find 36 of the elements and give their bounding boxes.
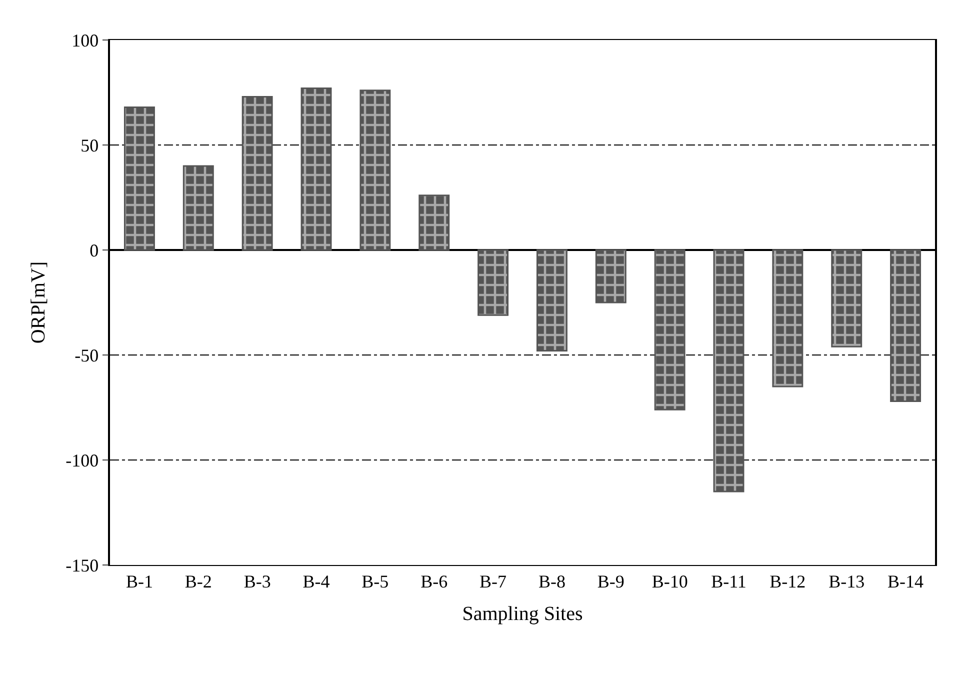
x-tick-label: B-2: [184, 572, 212, 592]
bar: [182, 165, 214, 251]
bar: [536, 249, 568, 352]
x-tick-label: B-11: [711, 572, 746, 592]
x-tick-label: B-4: [302, 572, 330, 592]
x-tick-label: B-5: [362, 572, 389, 592]
bar: [890, 249, 922, 402]
bar: [418, 194, 450, 251]
y-tick-label: 100: [72, 30, 99, 50]
x-tick-label: B-14: [888, 572, 924, 592]
y-tick-label: -150: [66, 555, 99, 576]
bar: [831, 249, 862, 348]
x-tick-label: B-10: [652, 572, 688, 592]
bar: [772, 249, 804, 388]
x-axis-title: Sampling Sites: [462, 603, 583, 626]
y-axis-title: ORP[mV]: [28, 261, 50, 344]
x-tick-label: B-13: [828, 572, 865, 592]
bar: [242, 96, 273, 251]
x-tick-label: B-9: [597, 572, 624, 592]
x-tick-label: B-6: [420, 572, 448, 592]
x-tick-label: B-1: [126, 572, 153, 592]
bar: [595, 249, 626, 304]
x-tick-label: B-3: [244, 572, 271, 592]
bar: [124, 106, 155, 251]
x-tick-label: B-12: [770, 572, 806, 592]
y-tick-label: 50: [80, 135, 99, 156]
y-tick-label: 0: [90, 240, 99, 260]
bar: [478, 249, 509, 316]
y-tick-label: -50: [74, 345, 99, 366]
bar: [713, 249, 744, 492]
x-tick-label: B-8: [538, 572, 566, 592]
bar: [360, 90, 391, 251]
y-tick-label: -100: [66, 450, 99, 470]
bar: [654, 249, 686, 410]
bar: [300, 88, 332, 251]
x-tick-label: B-7: [480, 572, 507, 592]
